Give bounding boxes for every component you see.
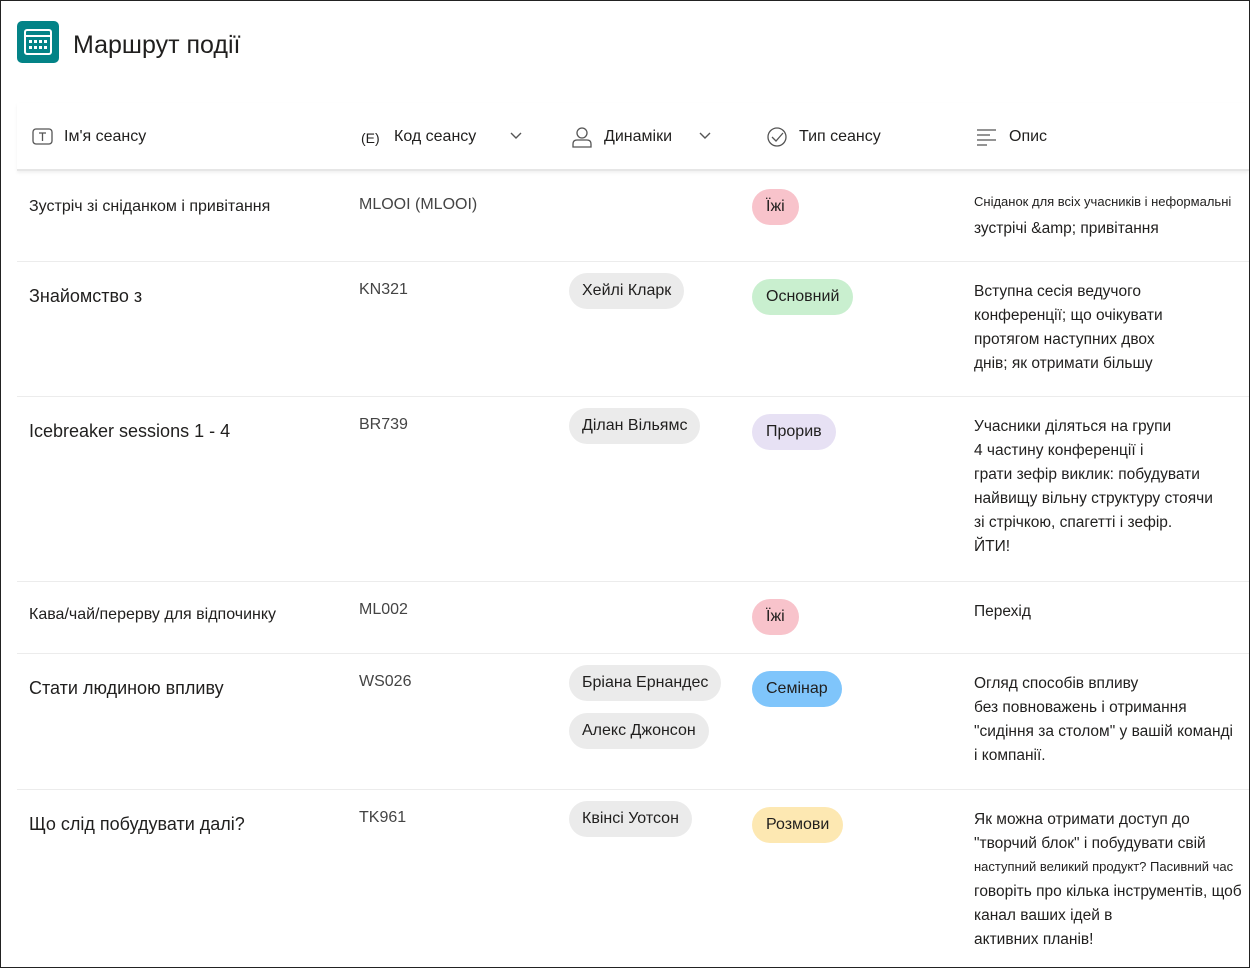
- type-pill: Основний: [752, 279, 854, 315]
- description-line: канал ваших ідей в: [974, 907, 1113, 924]
- description-line: Перехід: [974, 603, 1031, 620]
- column-header[interactable]: Динаміки: [604, 128, 672, 145]
- speaker-chip: Бріана Ернандес: [569, 665, 722, 701]
- description-line: і компанії.: [974, 747, 1046, 764]
- description-line: зі стрічкою, спагетті і зефір.: [974, 514, 1173, 531]
- description-line: грати зефір виклик: побудувати: [974, 466, 1200, 483]
- description-line: Як можна отримати доступ до: [974, 811, 1190, 828]
- speaker-chip: Квінсі Уотсон: [569, 801, 692, 837]
- description-line: днів; як отримати більшу: [974, 355, 1153, 372]
- type-pill: Їжі: [752, 189, 799, 225]
- description-line: найвищу вільну структуру стоячи: [974, 490, 1213, 507]
- description-line: активних планів!: [974, 931, 1094, 948]
- row-divider: [17, 653, 1249, 654]
- session-code: BR739: [359, 416, 408, 433]
- type-pill: Семінар: [752, 671, 842, 707]
- session-code: MLOOI (MLOOI): [359, 196, 478, 213]
- column-header[interactable]: Код сеансу: [394, 128, 477, 145]
- session-code: ML002: [359, 601, 408, 618]
- description-line: зустрічі &amp; привітання: [974, 220, 1159, 237]
- check-icon: [767, 127, 787, 147]
- row-divider: [17, 396, 1249, 397]
- table-header: [17, 103, 1249, 171]
- description-line: Огляд способів впливу: [974, 675, 1139, 692]
- row-divider: [17, 789, 1249, 790]
- session-name: Зустріч зі сніданком і привітання: [29, 198, 271, 215]
- speaker-chip: Хейлі Кларк: [569, 273, 685, 309]
- session-code: WS026: [359, 673, 412, 690]
- type-pill: Прорив: [752, 414, 836, 450]
- chevron[interactable]: [699, 131, 711, 141]
- page-title: Маршрут події: [73, 31, 241, 59]
- description-line: наступний великий продукт? Пасивний час: [974, 859, 1234, 874]
- column-header[interactable]: Опис: [1009, 128, 1048, 145]
- description-line: Вступна сесія ведучого: [974, 283, 1142, 300]
- description-line: "сидіння за столом" у вашій команді: [974, 723, 1233, 740]
- column-icon-text: (E): [361, 130, 380, 146]
- session-name: Знайомство з: [29, 286, 143, 306]
- type-pill: Їжі: [752, 599, 799, 635]
- column-header[interactable]: Тип сеансу: [799, 128, 881, 145]
- speaker-chip: Алекс Джонсон: [569, 713, 709, 749]
- description-line: 4 частину конференції і: [974, 442, 1144, 459]
- lines-icon: [977, 129, 996, 146]
- description-line: Учасники діляться на групи: [974, 418, 1172, 435]
- description-line: Сніданок для всіх учасників і неформальн…: [974, 194, 1232, 209]
- type-pill: Розмови: [752, 807, 844, 843]
- speaker-chip: Ділан Вільямс: [569, 408, 701, 444]
- row-divider: [17, 261, 1249, 262]
- description-line: протягом наступних двох: [974, 331, 1155, 348]
- description-line: ЙТИ!: [974, 538, 1011, 555]
- text-icon: [32, 128, 53, 145]
- person-icon: [572, 127, 592, 148]
- column-header[interactable]: Ім'я сеансу: [64, 128, 147, 145]
- app-icon: [17, 21, 59, 63]
- session-code: TK961: [359, 809, 407, 826]
- session-name: Icebreaker sessions 1 - 4: [29, 421, 231, 441]
- description-line: конференції; що очікувати: [974, 307, 1163, 324]
- chevron[interactable]: [510, 131, 522, 141]
- session-name: Кава/чай/перерву для відпочинку: [29, 606, 277, 623]
- row-divider: [17, 581, 1249, 582]
- description-line: "творчий блок" і побудувати свій: [974, 835, 1206, 852]
- session-code: KN321: [359, 281, 408, 298]
- description-line: без повноважень і отримання: [974, 699, 1187, 716]
- session-name: Стати людиною впливу: [29, 678, 224, 698]
- description-line: говоріть про кілька інструментів, щоб: [974, 883, 1242, 900]
- session-name: Що слід побудувати далі?: [29, 814, 245, 834]
